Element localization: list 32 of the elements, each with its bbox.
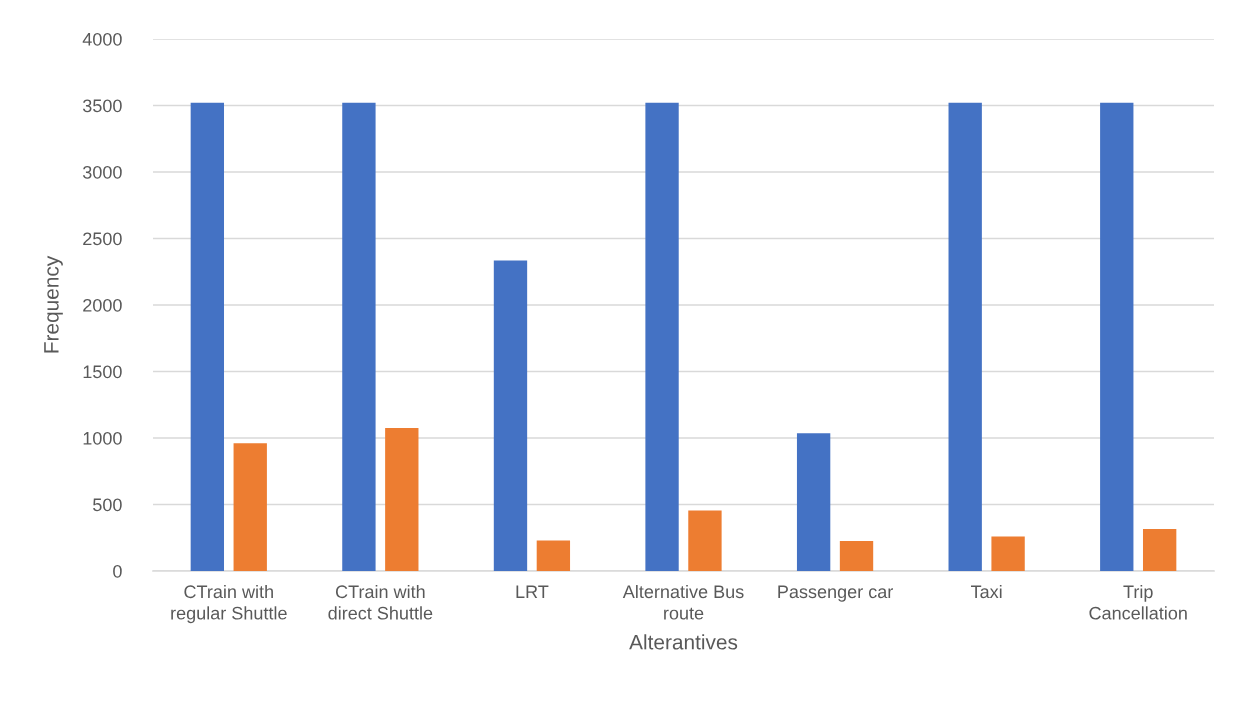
bar (991, 536, 1025, 571)
bar (948, 102, 982, 571)
y-tick-label: 1500 (83, 365, 122, 379)
bar (688, 510, 722, 571)
bar (342, 102, 376, 571)
y-tick-label: 2500 (83, 232, 122, 246)
x-tick-label: Taxi (971, 584, 1002, 599)
bar (796, 433, 831, 571)
bar (1100, 102, 1134, 571)
y-tick-label: 2000 (83, 298, 122, 312)
bar (645, 102, 679, 571)
x-axis-title: Alterantives (629, 634, 738, 650)
y-axis-title: Frequency (44, 255, 63, 353)
x-tick-label: Alternative Bus route (622, 584, 744, 620)
y-tick-label: 3500 (82, 99, 122, 113)
bar (190, 102, 225, 571)
bar (385, 428, 419, 571)
y-tick-label: 0 (113, 564, 122, 578)
x-tick-label: CTrain with regular Shuttle (171, 584, 287, 624)
x-tick-label: LRT (516, 585, 549, 598)
bar (839, 541, 874, 571)
y-tick-label: 3000 (82, 165, 122, 179)
y-tick-label: 1000 (83, 431, 122, 445)
y-tick-label: 500 (93, 498, 122, 512)
x-tick-label: CTrain with direct Shuttle (328, 584, 433, 620)
bar (536, 540, 571, 571)
bar (1142, 529, 1177, 571)
x-tick-label: Passenger car (778, 585, 893, 602)
x-tick-label: Trip Cancellation (1089, 584, 1187, 620)
y-tick-label: 4000 (82, 32, 122, 46)
bar (233, 443, 267, 571)
bar (493, 260, 528, 571)
